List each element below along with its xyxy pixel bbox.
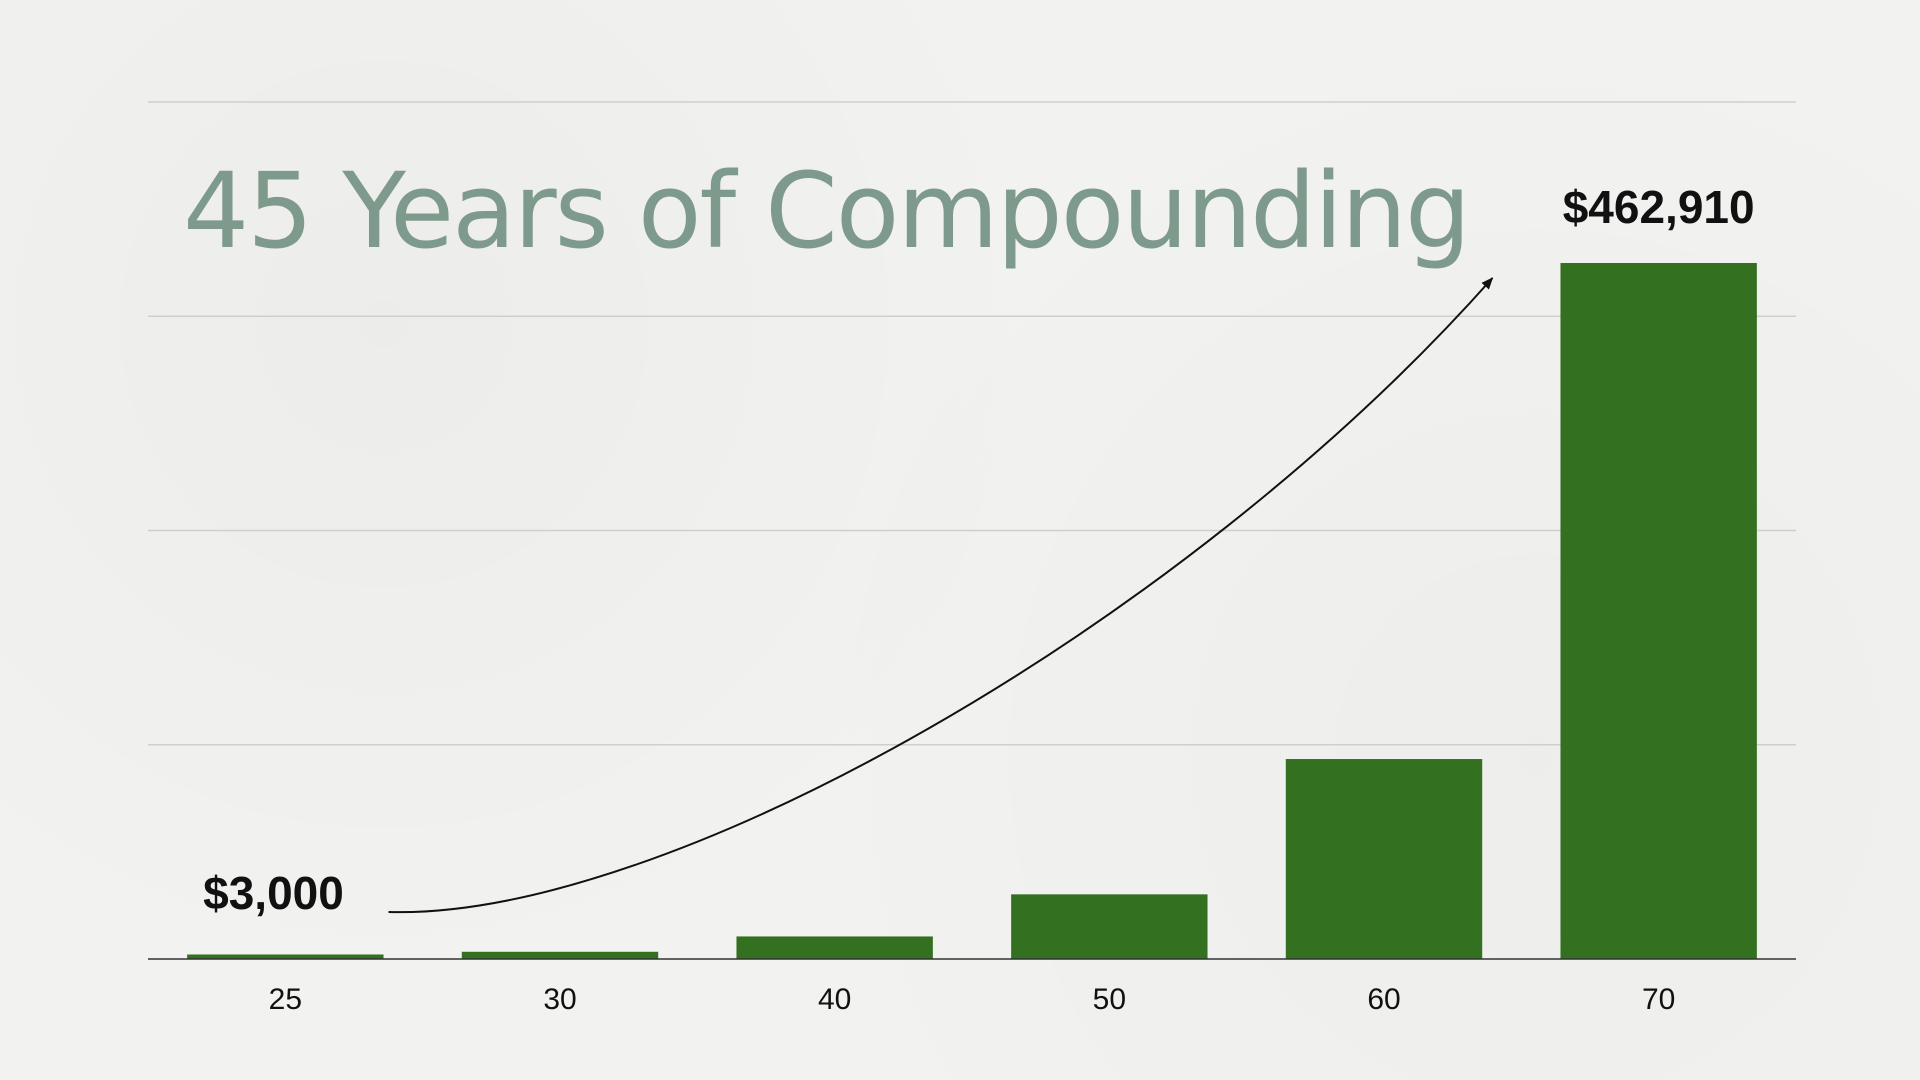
bar-40 xyxy=(736,936,933,959)
tick-label-60: 60 xyxy=(1367,983,1400,1016)
annotation-label: $3,000 xyxy=(203,867,344,919)
tick-label-30: 30 xyxy=(543,983,576,1016)
tick-label-50: 50 xyxy=(1093,983,1126,1016)
bars xyxy=(187,263,1757,959)
annotation-label: $462,910 xyxy=(1563,181,1755,233)
growth-arrow xyxy=(388,277,1494,914)
tick-label-70: 70 xyxy=(1642,983,1675,1016)
tick-label-25: 25 xyxy=(269,983,302,1016)
x-axis-ticks: 25 30 40 50 60 70 xyxy=(269,983,1676,1016)
bar-60 xyxy=(1285,759,1483,959)
bar-70 xyxy=(1560,263,1757,959)
tick-label-40: 40 xyxy=(818,983,851,1016)
annotations: $3,000 $462,910 xyxy=(203,181,1754,919)
gridlines xyxy=(148,101,1796,746)
page-title: 45 Years of Compounding xyxy=(183,150,1471,272)
bar-50 xyxy=(1011,894,1208,959)
bar-30 xyxy=(461,951,659,959)
bar-25 xyxy=(187,954,384,959)
